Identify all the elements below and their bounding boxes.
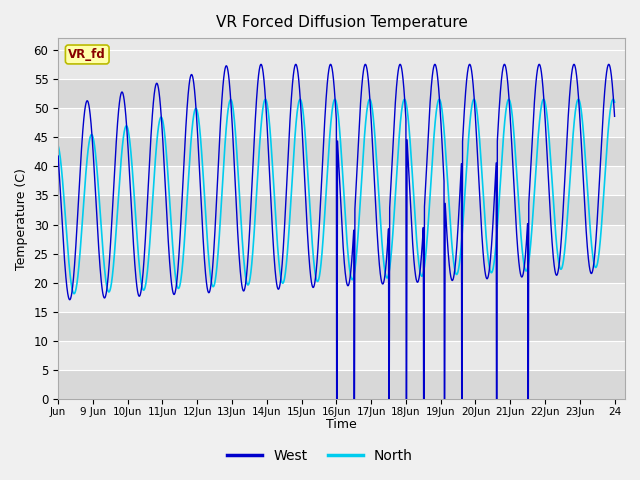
Bar	[58, 225, 625, 254]
Y-axis label: Temperature (C): Temperature (C)	[15, 168, 28, 270]
North	[509, 120, 517, 126]
North	[54, 143, 62, 148]
West	[54, 153, 62, 159]
Bar	[58, 79, 625, 108]
North	[178, 268, 186, 274]
Line: West: West	[58, 64, 614, 399]
Text: VR_fd: VR_fd	[68, 48, 106, 61]
Bar	[58, 195, 625, 225]
Bar	[58, 166, 625, 195]
Title: VR Forced Diffusion Temperature: VR Forced Diffusion Temperature	[216, 15, 467, 30]
Legend: West, North: West, North	[221, 443, 419, 468]
North	[262, 96, 269, 102]
West	[100, 294, 108, 300]
North	[524, 263, 532, 269]
X-axis label: Time: Time	[326, 419, 357, 432]
Bar	[58, 370, 625, 399]
North	[358, 172, 365, 178]
Bar	[58, 137, 625, 166]
West	[257, 61, 265, 67]
West	[333, 396, 340, 402]
West	[178, 203, 186, 208]
West	[524, 396, 532, 402]
Bar	[58, 341, 625, 370]
North	[70, 291, 78, 297]
West	[501, 62, 509, 68]
Line: North: North	[58, 99, 614, 294]
North	[501, 114, 509, 120]
Bar	[58, 50, 625, 79]
Bar	[58, 254, 625, 283]
West	[509, 165, 517, 171]
Bar	[58, 108, 625, 137]
Bar	[58, 312, 625, 341]
West	[358, 83, 365, 88]
West	[611, 113, 618, 119]
North	[100, 260, 108, 265]
Bar	[58, 283, 625, 312]
North	[611, 99, 618, 105]
